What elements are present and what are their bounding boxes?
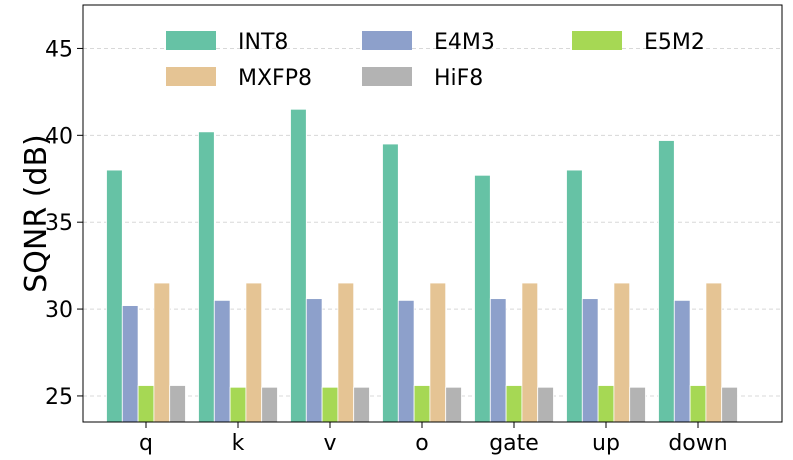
- bar-int8-o: [382, 143, 399, 423]
- y-tick-label: 45: [45, 37, 73, 62]
- bar-e5m2-down: [689, 385, 707, 423]
- legend-label-hif8: HiF8: [434, 66, 483, 91]
- y-tick-label: 30: [45, 298, 73, 323]
- legend-swatch-e5m2: [572, 31, 622, 50]
- bar-mxfp8-gate: [521, 282, 539, 423]
- bar-e4m3-down: [673, 299, 691, 423]
- bar-hif8-v: [353, 386, 370, 423]
- x-tick-label-o: o: [415, 431, 428, 456]
- bar-e5m2-o: [413, 385, 431, 423]
- legend-swatch-int8: [166, 31, 216, 50]
- y-axis-label: SQNR (dB): [19, 134, 54, 293]
- plot-frame: [82, 4, 783, 423]
- bar-mxfp8-up: [613, 282, 631, 423]
- bar-int8-down: [658, 140, 675, 423]
- bar-mxfp8-q: [153, 282, 171, 423]
- y-tick-label: 40: [45, 124, 73, 149]
- legend-swatch-mxfp8: [166, 67, 216, 86]
- bar-e5m2-v: [321, 386, 339, 423]
- bar-int8-q: [106, 169, 123, 423]
- bar-hif8-q: [169, 385, 186, 423]
- bar-int8-up: [566, 169, 583, 423]
- y-tick-label: 25: [45, 385, 73, 410]
- legend: INT8 E4M3 E5M2 MXFP8 HiF8: [166, 30, 705, 91]
- bar-mxfp8-k: [245, 282, 263, 423]
- x-tick-label-q: q: [139, 431, 153, 456]
- y-axis-ticks: 25 30 35 40 45: [45, 37, 83, 410]
- bar-e4m3-v: [305, 298, 323, 423]
- bar-e5m2-q: [137, 385, 155, 423]
- bar-hif8-up: [629, 386, 646, 423]
- bar-e4m3-up: [581, 298, 599, 423]
- x-tick-label-down: down: [668, 431, 727, 456]
- x-tick-label-k: k: [232, 431, 245, 456]
- bar-e5m2-k: [229, 386, 247, 423]
- bar-hif8-down: [721, 386, 738, 423]
- bar-int8-gate: [474, 174, 491, 423]
- bar-hif8-o: [445, 386, 462, 423]
- legend-label-int8: INT8: [238, 30, 288, 55]
- y-tick-label: 35: [45, 211, 73, 236]
- x-axis-ticks: q k v o gate up down: [139, 422, 728, 456]
- bar-int8-v: [290, 108, 307, 423]
- bar-e4m3-gate: [489, 298, 507, 423]
- legend-swatch-hif8: [362, 67, 412, 86]
- bar-mxfp8-v: [337, 282, 355, 423]
- bar-hif8-gate: [537, 386, 554, 423]
- bar-e5m2-up: [597, 385, 615, 423]
- x-tick-label-up: up: [592, 431, 620, 456]
- bar-int8-k: [198, 131, 215, 423]
- x-tick-label-v: v: [323, 431, 336, 456]
- bar-e5m2-gate: [505, 385, 523, 423]
- legend-label-e4m3: E4M3: [434, 30, 495, 55]
- legend-swatch-e4m3: [362, 31, 412, 50]
- x-tick-label-gate: gate: [489, 431, 539, 456]
- bar-e4m3-q: [121, 305, 139, 423]
- bars: [106, 108, 738, 423]
- bar-mxfp8-o: [429, 282, 447, 423]
- legend-label-mxfp8: MXFP8: [238, 66, 312, 91]
- legend-label-e5m2: E5M2: [644, 30, 705, 55]
- bar-mxfp8-down: [705, 282, 723, 423]
- bar-e4m3-k: [213, 299, 231, 423]
- bar-hif8-k: [261, 386, 278, 423]
- bar-e4m3-o: [397, 299, 415, 423]
